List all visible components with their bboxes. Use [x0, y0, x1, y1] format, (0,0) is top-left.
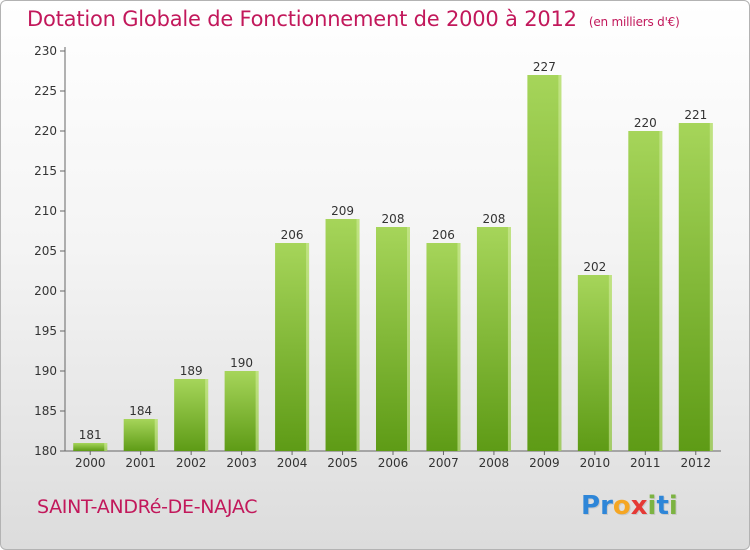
logo-letter: t: [656, 491, 669, 521]
x-tick-label: 2012: [680, 456, 711, 470]
bar: [224, 371, 259, 451]
y-tick-label: 200: [34, 284, 57, 298]
x-tick-label: 2008: [479, 456, 510, 470]
logo-letter: x: [630, 491, 648, 521]
value-label: 190: [230, 356, 253, 370]
bar-highlight: [608, 275, 612, 451]
x-tick-label: 2007: [428, 456, 459, 470]
x-tick-label: 2003: [226, 456, 257, 470]
y-tick-label: 190: [34, 364, 57, 378]
bar: [123, 419, 158, 451]
x-tick-label: 2000: [75, 456, 106, 470]
logo-letter: P: [581, 491, 601, 521]
value-label: 209: [331, 204, 354, 218]
value-label: 202: [583, 260, 606, 274]
bar-highlight: [507, 227, 511, 451]
axes: 180 185 190 195 200 205 210 215 220 225 230 2000 200…: [34, 44, 721, 470]
bar: [628, 131, 663, 451]
x-tick-label: 2001: [125, 456, 156, 470]
bar: [275, 243, 310, 451]
bar-highlight: [356, 219, 360, 451]
y-tick-label: 195: [34, 324, 57, 338]
y-tick-label: 230: [34, 44, 57, 58]
value-label: 181: [79, 428, 102, 442]
value-label: 189: [180, 364, 203, 378]
bar-highlight: [306, 243, 310, 451]
unit-label: (en milliers d'€): [588, 15, 680, 29]
x-tick-label: 2004: [277, 456, 308, 470]
bar: [476, 227, 511, 451]
y-tick-label: 185: [34, 404, 57, 418]
bar-highlight: [255, 371, 259, 451]
value-label: 220: [634, 116, 657, 130]
proxiti-logo[interactable]: Proxiti: [581, 491, 678, 521]
bar: [426, 243, 461, 451]
x-tick-label: 2006: [378, 456, 409, 470]
y-tick-label: 205: [34, 244, 57, 258]
value-label: 184: [129, 404, 152, 418]
value-label: 206: [281, 228, 304, 242]
x-tick-label: 2010: [580, 456, 611, 470]
commune-name: SAINT-ANDRé-DE-NAJAC: [37, 496, 258, 518]
bar: [678, 123, 713, 451]
bar-highlight: [709, 123, 713, 451]
bar-highlight: [659, 131, 663, 451]
bar-highlight: [457, 243, 461, 451]
y-tick-label: 210: [34, 204, 57, 218]
logo-letter: o: [612, 491, 631, 521]
bar-highlight: [558, 75, 562, 451]
value-label: 208: [482, 212, 505, 226]
bar-highlight: [205, 379, 209, 451]
x-tick-label: 2011: [630, 456, 661, 470]
bar: [376, 227, 410, 451]
bar: [174, 379, 209, 451]
bar: [73, 443, 108, 451]
data-labels: 181 184 189 190 206 209 208 206 208 227 202 220 221: [79, 60, 707, 442]
value-label: 221: [684, 108, 707, 122]
logo-letter: i: [668, 491, 678, 521]
y-tick-label: 220: [34, 124, 57, 138]
bars: [73, 75, 713, 451]
chart-title: Dotation Globale de Fonctionnement de 20…: [27, 7, 680, 31]
value-label: 227: [533, 60, 556, 74]
value-label: 206: [432, 228, 455, 242]
y-tick-label: 180: [34, 444, 57, 458]
bar: [577, 275, 612, 451]
bar-highlight: [154, 419, 158, 451]
bar-highlight: [104, 443, 108, 451]
logo-letter: i: [647, 491, 657, 521]
bar-highlight: [407, 227, 410, 451]
y-tick-label: 215: [34, 164, 57, 178]
bar: [325, 219, 360, 451]
title-text: Dotation Globale de Fonctionnement de 20…: [27, 7, 577, 31]
value-label: 208: [382, 212, 405, 226]
x-tick-label: 2009: [529, 456, 560, 470]
x-tick-label: 2005: [327, 456, 358, 470]
logo-letter: r: [600, 491, 613, 521]
bar: [527, 75, 562, 451]
y-tick-label: 225: [34, 84, 57, 98]
x-tick-label: 2002: [176, 456, 207, 470]
